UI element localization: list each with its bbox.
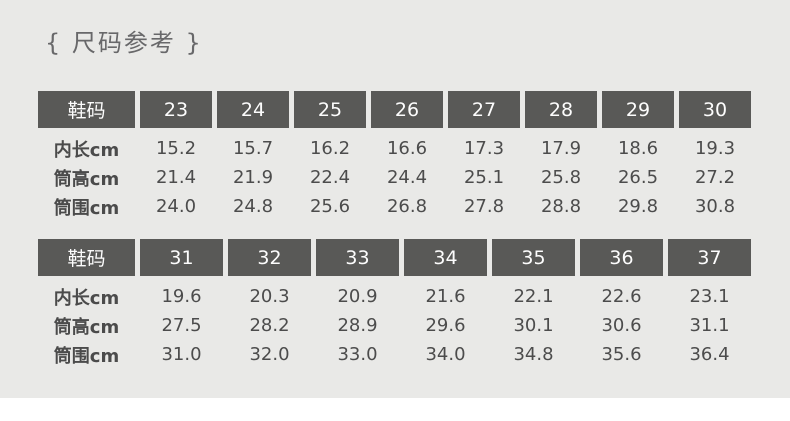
cell-value: 21.4 bbox=[155, 167, 197, 188]
header-size-cell: 25 bbox=[294, 91, 366, 128]
cell-value: 28.8 bbox=[540, 196, 582, 217]
cell-value: 19.3 bbox=[694, 138, 736, 159]
cell-value: 25.8 bbox=[540, 167, 582, 188]
cell-value: 22.6 bbox=[601, 286, 642, 307]
header-size-cell: 32 bbox=[228, 239, 311, 276]
cell-value: 21.6 bbox=[425, 286, 466, 307]
cell-value: 24.4 bbox=[386, 167, 428, 188]
cell-value: 16.2 bbox=[309, 138, 351, 159]
cell-value: 17.3 bbox=[463, 138, 505, 159]
row-label: 筒高cm bbox=[53, 316, 120, 338]
header-size-label-cell: 鞋码 bbox=[38, 91, 135, 128]
cell-value: 24.0 bbox=[155, 196, 197, 217]
page-title: { 尺码参考 } bbox=[45, 29, 203, 57]
header-size-cell: 26 bbox=[371, 91, 443, 128]
cell-value: 27.2 bbox=[694, 167, 736, 188]
header-size-cell: 27 bbox=[448, 91, 520, 128]
size-table: 鞋码 31 32 33 34 35 36 37 内长cm 19.6 20.3 20.9 21.6 22.… bbox=[38, 239, 751, 369]
cell-value: 31.1 bbox=[689, 315, 730, 336]
header-size-cell: 24 bbox=[217, 91, 289, 128]
cell-value: 25.6 bbox=[309, 196, 351, 217]
cell-value: 29.6 bbox=[425, 315, 466, 336]
cell-value: 29.8 bbox=[617, 196, 659, 217]
cell-value: 27.8 bbox=[463, 196, 505, 217]
table-row: 筒高cm 21.4 21.9 22.4 24.4 25.1 25.8 26.5 27.2 bbox=[38, 163, 751, 192]
cell-value: 34.0 bbox=[425, 344, 466, 365]
cell-value: 30.1 bbox=[513, 315, 554, 336]
cell-value: 28.9 bbox=[337, 315, 378, 336]
header-size-cell: 34 bbox=[404, 239, 487, 276]
cell-value: 26.8 bbox=[386, 196, 428, 217]
row-label: 筒高cm bbox=[53, 168, 120, 190]
cell-value: 21.9 bbox=[232, 167, 274, 188]
cell-value: 15.2 bbox=[155, 138, 197, 159]
cell-value: 24.8 bbox=[232, 196, 274, 217]
cell-value: 30.8 bbox=[694, 196, 736, 217]
table-row: 筒围cm 31.0 32.0 33.0 34.0 34.8 35.6 36.4 bbox=[38, 340, 751, 369]
bottom-white-strip bbox=[0, 398, 790, 421]
table-row: 筒高cm 27.5 28.2 28.9 29.6 30.1 30.6 31.1 bbox=[38, 311, 751, 340]
header-size-cell: 29 bbox=[602, 91, 674, 128]
header-size-cell: 30 bbox=[679, 91, 751, 128]
cell-value: 20.3 bbox=[249, 286, 290, 307]
cell-value: 17.9 bbox=[540, 138, 582, 159]
cell-value: 35.6 bbox=[601, 344, 642, 365]
cell-value: 25.1 bbox=[463, 167, 505, 188]
header-row: 鞋码 23 24 25 26 27 28 29 30 bbox=[38, 91, 751, 128]
row-label: 筒围cm bbox=[53, 345, 120, 367]
cell-value: 19.6 bbox=[161, 286, 202, 307]
size-reference-panel: { 尺码参考 } 鞋码 23 24 25 26 27 28 29 30 内长cm 15.2 15.7… bbox=[0, 0, 790, 398]
header-size-cell: 33 bbox=[316, 239, 399, 276]
cell-value: 20.9 bbox=[337, 286, 378, 307]
cell-value: 15.7 bbox=[232, 138, 274, 159]
cell-value: 28.2 bbox=[249, 315, 290, 336]
cell-value: 16.6 bbox=[386, 138, 428, 159]
cell-value: 31.0 bbox=[161, 344, 202, 365]
table-body: 内长cm 19.6 20.3 20.9 21.6 22.1 22.6 23.1 筒高cm 27.5… bbox=[38, 282, 751, 369]
cell-value: 34.8 bbox=[513, 344, 554, 365]
table-row: 内长cm 15.2 15.7 16.2 16.6 17.3 17.9 18.6 19.3 bbox=[38, 134, 751, 163]
cell-value: 27.5 bbox=[161, 315, 202, 336]
table-body: 内长cm 15.2 15.7 16.2 16.6 17.3 17.9 18.6 19.3 筒高cm… bbox=[38, 134, 751, 221]
header-size-label-cell: 鞋码 bbox=[38, 239, 135, 276]
row-label: 筒围cm bbox=[53, 197, 120, 219]
cell-value: 36.4 bbox=[689, 344, 730, 365]
cell-value: 30.6 bbox=[601, 315, 642, 336]
header-size-cell: 23 bbox=[140, 91, 212, 128]
header-size-cell: 36 bbox=[580, 239, 663, 276]
header-size-cell: 28 bbox=[525, 91, 597, 128]
size-table: 鞋码 23 24 25 26 27 28 29 30 内长cm 15.2 15.7 16.2 16.6 1… bbox=[38, 91, 751, 221]
header-size-cell: 35 bbox=[492, 239, 575, 276]
cell-value: 18.6 bbox=[617, 138, 659, 159]
row-label: 内长cm bbox=[53, 139, 120, 161]
row-label: 内长cm bbox=[53, 287, 120, 309]
cell-value: 23.1 bbox=[689, 286, 730, 307]
cell-value: 22.4 bbox=[309, 167, 351, 188]
header-size-cell: 31 bbox=[140, 239, 223, 276]
header-size-cell: 37 bbox=[668, 239, 751, 276]
cell-value: 33.0 bbox=[337, 344, 378, 365]
cell-value: 26.5 bbox=[617, 167, 659, 188]
cell-value: 32.0 bbox=[249, 344, 290, 365]
header-row: 鞋码 31 32 33 34 35 36 37 bbox=[38, 239, 751, 276]
cell-value: 22.1 bbox=[513, 286, 554, 307]
table-row: 筒围cm 24.0 24.8 25.6 26.8 27.8 28.8 29.8 30.8 bbox=[38, 192, 751, 221]
table-row: 内长cm 19.6 20.3 20.9 21.6 22.1 22.6 23.1 bbox=[38, 282, 751, 311]
